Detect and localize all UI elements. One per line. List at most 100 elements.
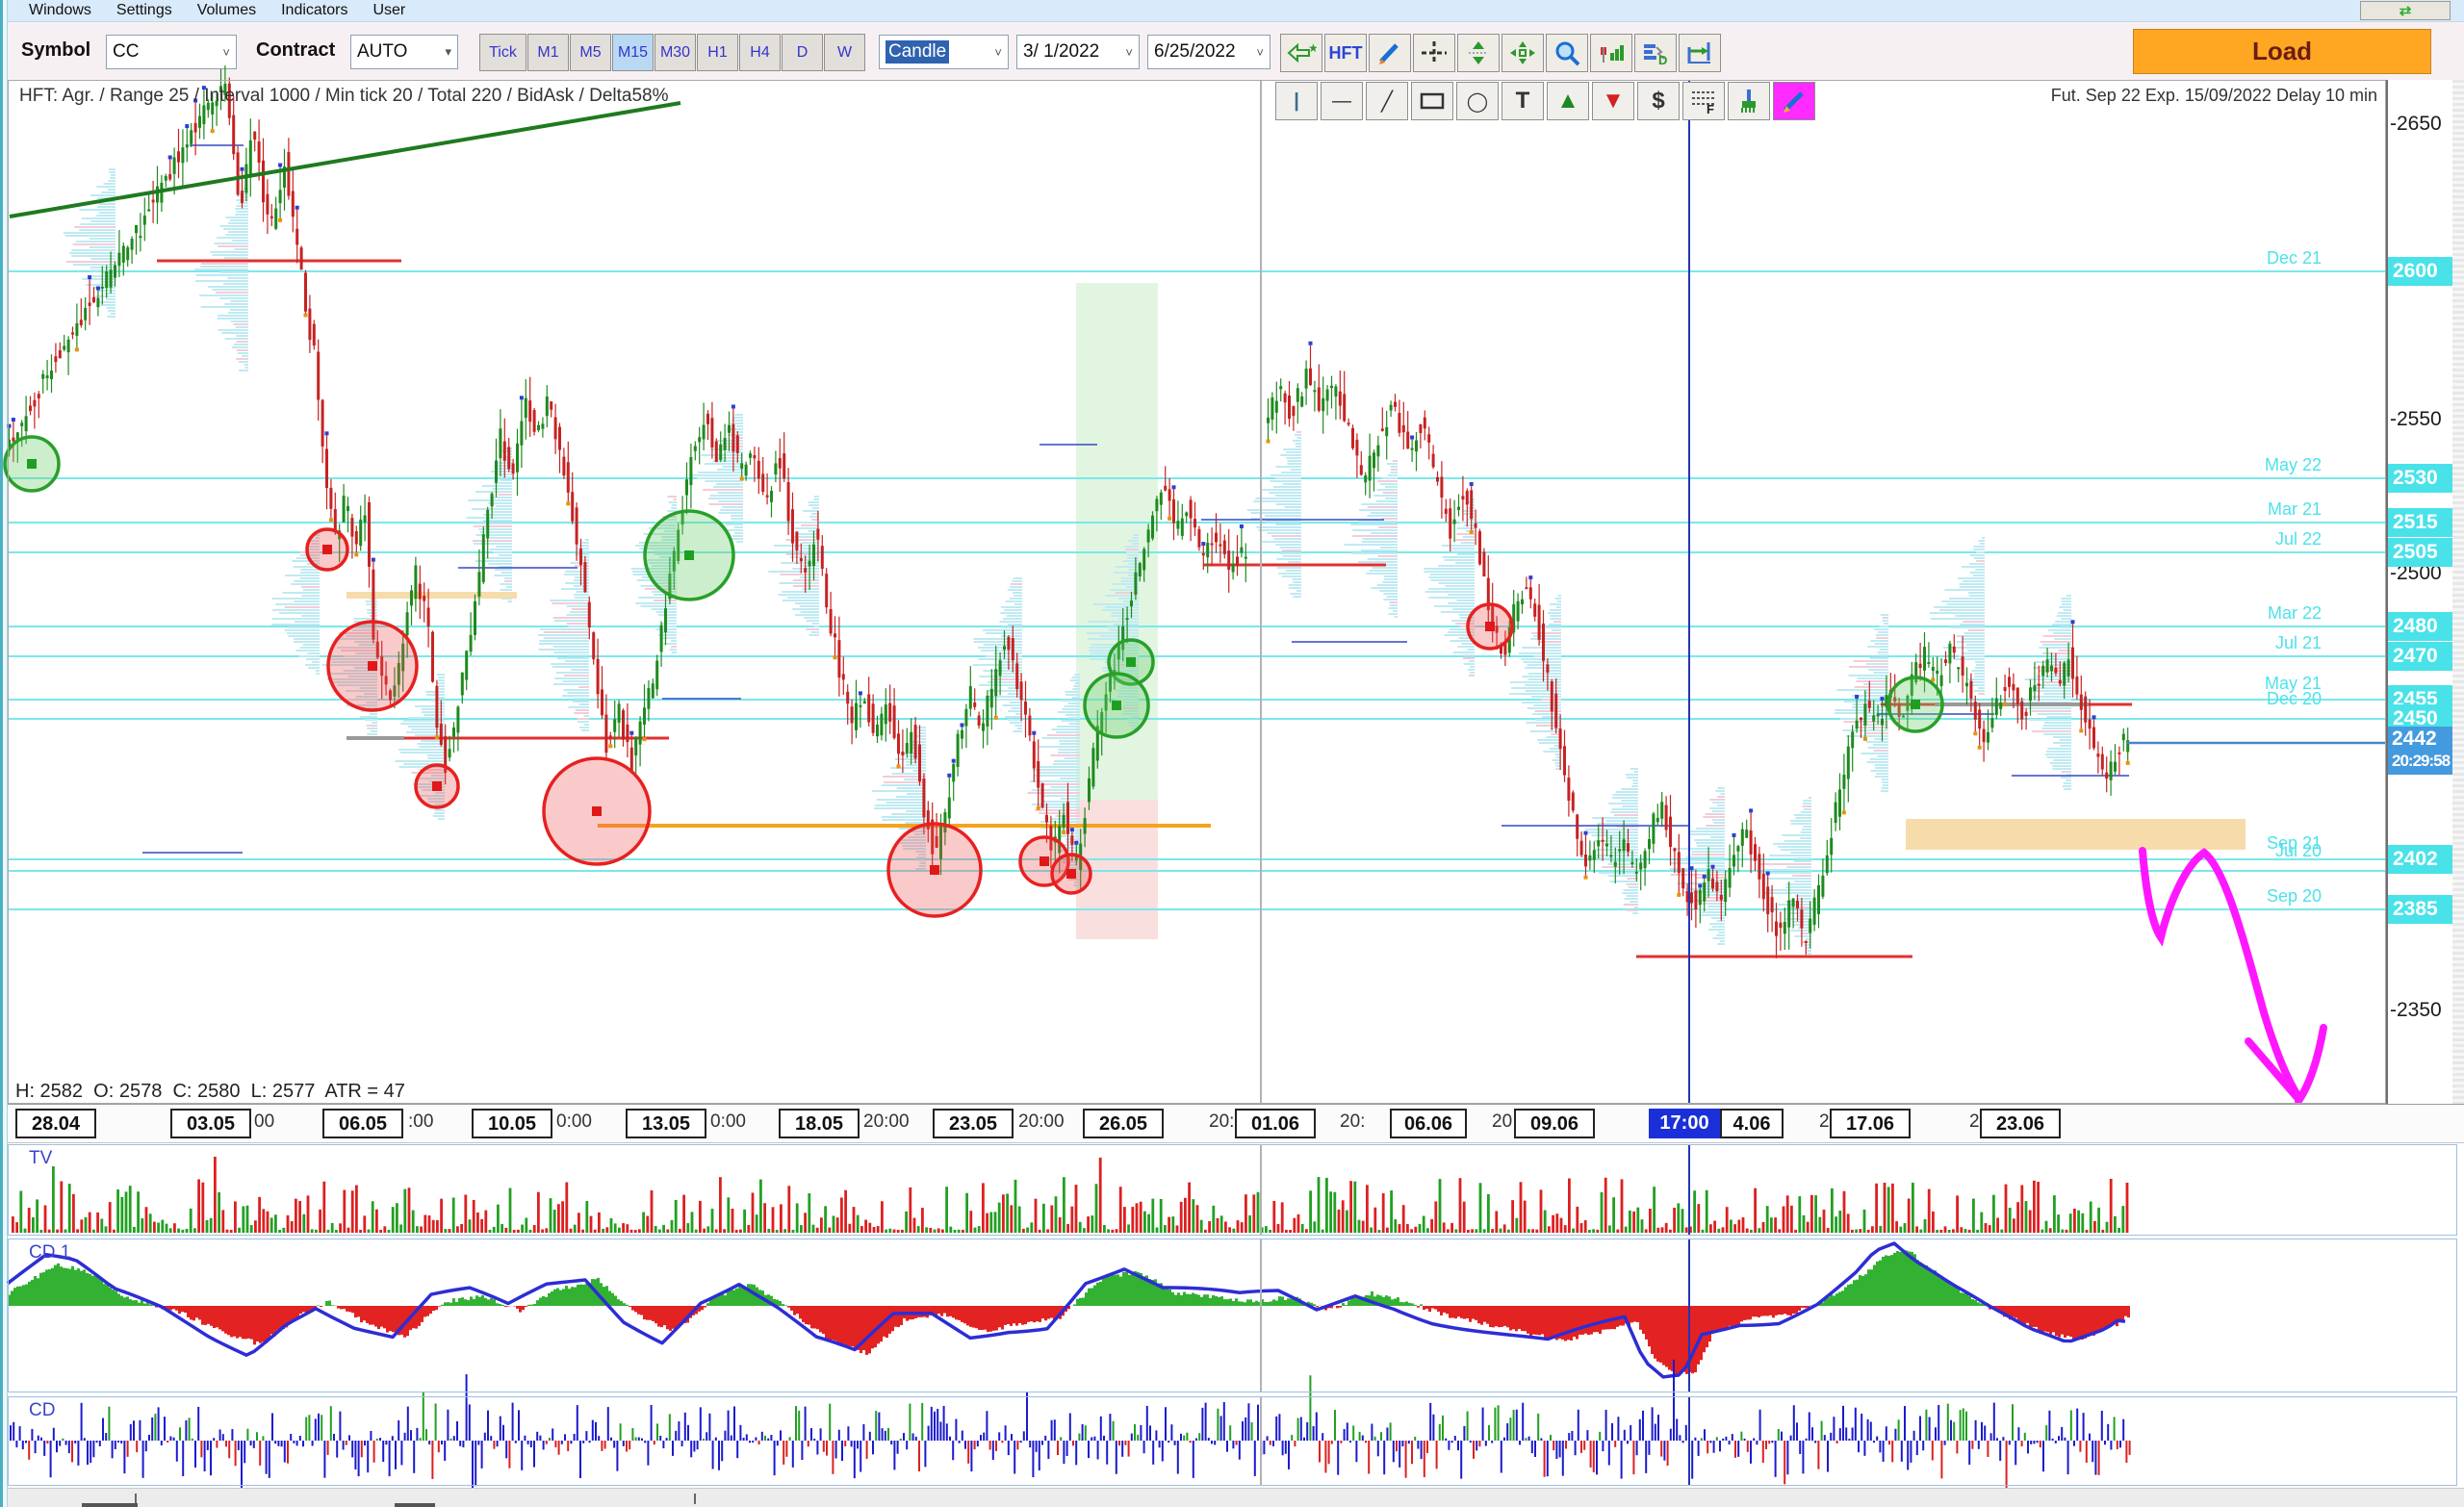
cd1-panel-label[interactable]: CD 1 — [29, 1242, 71, 1263]
time-axis-label: 26.05 — [1083, 1109, 1164, 1138]
contract-month-label: Dec 20 — [2266, 689, 2322, 708]
bottom-scroll-strip[interactable] — [8, 1488, 2464, 1507]
horizontal-line-icon: — — [1332, 89, 1351, 112]
price-level-badge: 2515 — [2388, 508, 2452, 537]
price-level-badge: 2600 — [2388, 257, 2452, 286]
cd-panel-label[interactable]: CD — [29, 1400, 56, 1420]
date-from-select[interactable]: 3/ 1/2022 ˅ — [1016, 35, 1140, 69]
menu-user[interactable]: User — [372, 2, 406, 18]
hft-mode-button[interactable]: HFT — [1324, 34, 1367, 72]
svg-text:★: ★ — [1308, 41, 1317, 55]
time-axis-label: 10.05 — [472, 1109, 552, 1138]
menu-windows[interactable]: Windows — [29, 2, 91, 18]
menu-bar: Windows Settings Volumes Indicators User… — [8, 0, 2464, 22]
text-tool[interactable]: T — [1502, 82, 1544, 120]
price-level-badge: 2480 — [2388, 612, 2452, 641]
timeframe-tick-button[interactable]: Tick — [479, 34, 526, 71]
dollar-icon: $ — [1652, 88, 1665, 114]
menu-volumes[interactable]: Volumes — [196, 2, 257, 18]
eraser-brush-tool[interactable] — [1728, 82, 1770, 120]
price-axis-tick: -2550 — [2390, 408, 2442, 430]
chart-type-select[interactable]: Candle ˅ — [879, 35, 1009, 69]
timeframe-m15-button[interactable]: M15 — [612, 34, 654, 71]
scroll-block — [82, 1503, 138, 1507]
symbol-select[interactable]: CC ˅ — [106, 35, 237, 69]
time-axis-cursor-label: 17:00 — [1649, 1109, 1720, 1138]
contract-select[interactable]: AUTO ▾ — [350, 35, 458, 69]
main-toolbar: Symbol CC ˅ Contract AUTO ▾ Tick M1 M5 M… — [8, 22, 2464, 81]
time-axis-label: 4.06 — [1720, 1109, 1784, 1138]
price-axis[interactable]: -2650 -2550 -2500 -2350 2600 2530 2515 2505 2480… — [2386, 80, 2454, 1104]
ohlc-status-line: H: 2582 O: 2578 C: 2580 L: 2577 ATR = 47 — [15, 1081, 405, 1102]
timeframe-m5-button[interactable]: M5 — [570, 34, 611, 71]
symbol-value: CC — [113, 41, 140, 62]
time-axis[interactable]: 28.04 03.05 00 06.05:00 10.05 0:00 13.05 0:00 18… — [8, 1104, 2464, 1143]
contract-month-label: Sep 20 — [2266, 886, 2322, 906]
scroll-tick — [694, 1494, 696, 1504]
refresh-button[interactable]: ⇄ — [2360, 1, 2451, 20]
contract-value: AUTO — [357, 41, 408, 62]
brush-icon — [1741, 89, 1756, 113]
time-axis-label: 18.05 — [779, 1109, 860, 1138]
volume-profile-button[interactable] — [1590, 34, 1632, 72]
price-level-badge: 2402 — [2388, 845, 2452, 874]
vertical-line-tool[interactable]: | — [1275, 82, 1318, 120]
arrow-down-tool[interactable]: ▼ — [1592, 82, 1634, 120]
contract-month-label: Dec 21 — [2266, 248, 2322, 268]
vertical-line-icon: | — [1294, 89, 1299, 112]
timeframe-h4-button[interactable]: H4 — [739, 34, 781, 71]
axis-scroll-strip[interactable] — [2452, 80, 2464, 1104]
price-level-badge: 2470 — [2388, 642, 2452, 671]
arrow-down-icon: ▼ — [1602, 88, 1625, 114]
pan-mode-button[interactable] — [1502, 34, 1544, 72]
timeframe-m30-button[interactable]: M30 — [654, 34, 696, 71]
timeframe-m1-button[interactable]: M1 — [527, 34, 569, 71]
measure-icon — [1687, 42, 1710, 64]
menu-indicators[interactable]: Indicators — [281, 2, 348, 18]
contract-month-label: May 21 — [2264, 674, 2322, 693]
ellipse-tool[interactable]: ◯ — [1456, 82, 1499, 120]
tv-panel-label[interactable]: TV — [29, 1148, 53, 1168]
rectangle-icon — [1420, 92, 1445, 110]
time-axis-label: 0:00 — [710, 1111, 746, 1132]
fit-vertical-icon — [1469, 41, 1488, 64]
timeframe-d-button[interactable]: D — [782, 34, 823, 71]
date-from-value: 3/ 1/2022 — [1023, 41, 1100, 62]
diagonal-line-icon: ╱ — [1380, 90, 1394, 113]
window-left-border — [0, 0, 8, 1507]
price-axis-tick: -2350 — [2390, 999, 2442, 1021]
chevron-down-icon: ˅ — [1256, 44, 1264, 60]
fib-levels-tool[interactable]: F — [1682, 82, 1725, 120]
horizontal-line-tool[interactable]: — — [1321, 82, 1363, 120]
pencil-icon — [1784, 91, 1804, 113]
pen-tool-button[interactable] — [1369, 34, 1411, 72]
measure-button[interactable] — [1679, 34, 1721, 72]
trend-line-tool[interactable]: ╱ — [1366, 82, 1408, 120]
date-to-select[interactable]: 6/25/2022 ˅ — [1147, 35, 1270, 69]
menu-settings[interactable]: Settings — [116, 2, 172, 18]
contract-label: Contract — [256, 39, 336, 61]
load-button[interactable]: Load — [2133, 29, 2431, 74]
chart-settings-header[interactable]: HFT: Agr. / Range 25 / Interval 1000 / M… — [19, 86, 669, 106]
time-axis-label: 0:00 — [556, 1111, 592, 1132]
timeframe-w-button[interactable]: W — [824, 34, 865, 71]
refresh-icon: ⇄ — [2399, 3, 2412, 19]
current-price-value: 2442 — [2392, 728, 2437, 750]
crosshair-button[interactable] — [1413, 34, 1455, 72]
price-label-tool[interactable]: $ — [1637, 82, 1680, 120]
delta-mode-button[interactable]: D — [1634, 34, 1677, 72]
svg-text:D: D — [1658, 53, 1667, 66]
symbol-label: Symbol — [21, 39, 91, 61]
arrow-star-tool-button[interactable]: ★ — [1280, 34, 1322, 72]
timeframe-h1-button[interactable]: H1 — [697, 34, 738, 71]
time-axis-label: 23.05 — [933, 1109, 1014, 1138]
contract-month-label: Jul 22 — [2274, 529, 2322, 549]
price-level-badge: 2505 — [2388, 538, 2452, 567]
zoom-button[interactable] — [1546, 34, 1588, 72]
arrow-up-tool[interactable]: ▲ — [1547, 82, 1589, 120]
freehand-pencil-tool[interactable] — [1773, 82, 1815, 120]
fit-vertical-button[interactable] — [1457, 34, 1500, 72]
hft-label: HFT — [1328, 42, 1363, 63]
rectangle-tool[interactable] — [1411, 82, 1453, 120]
